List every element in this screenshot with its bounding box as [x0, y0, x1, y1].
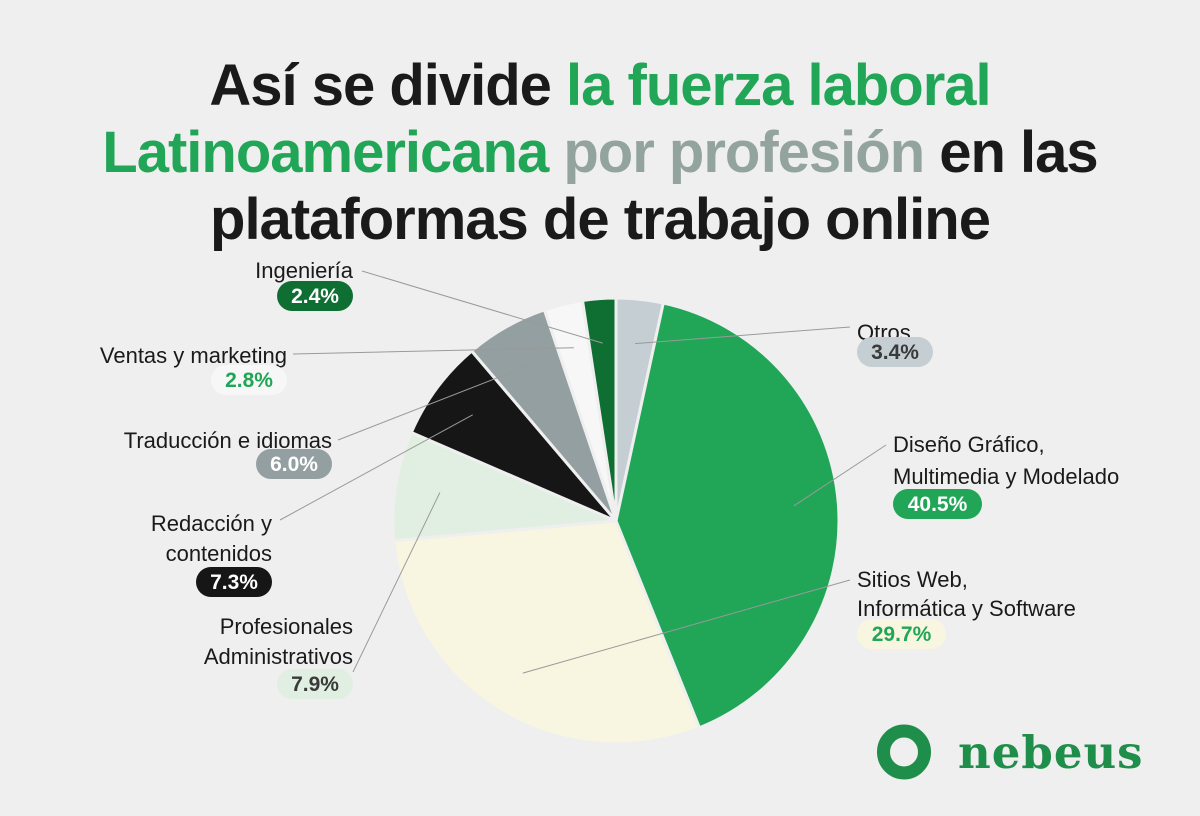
leader-line-sitios-web-informatica-y-software — [522, 579, 851, 674]
leader-line-ventas-y-marketing — [292, 347, 574, 355]
slice-label-profesionales-administrativos: Profesionales Administrativos — [204, 614, 353, 669]
pie-slice-sitios-web-informatica-y-software — [392, 519, 701, 746]
leader-line-otros — [634, 326, 851, 345]
value-badge-ingenieria: 2.4% — [277, 281, 353, 311]
value-badge-sitios-web-informatica-y-software: 29.7% — [857, 619, 946, 649]
value-badge-diseno-grafico-multimedia-y-modelado: 40.5% — [893, 489, 982, 519]
slice-label-redaccion-y-contenidos: Redacción y contenidos — [151, 511, 272, 566]
pie-slice-profesionales-administrativos — [391, 430, 618, 543]
value-badge-otros: 3.4% — [857, 337, 933, 367]
value-label-redaccion-y-contenidos: 7.3% — [210, 571, 258, 594]
slice-label-ingenieria: Ingeniería — [255, 258, 354, 283]
slice-label-ventas-y-marketing: Ventas y marketing — [100, 343, 287, 368]
leader-line-redaccion-y-contenidos — [279, 414, 473, 521]
value-badge-ventas-y-marketing: 2.8% — [211, 365, 287, 395]
nebeus-logo-icon — [877, 724, 931, 780]
value-badge-redaccion-y-contenidos: 7.3% — [196, 567, 272, 597]
pie-slice-redaccion-y-contenidos — [409, 349, 618, 523]
value-label-otros: 3.4% — [871, 341, 919, 364]
slice-label-diseno-grafico-multimedia-y-modelado: Diseño Gráfico, Multimedia y Modelado — [893, 432, 1119, 489]
leader-line-ingenieria — [361, 270, 603, 344]
leader-lines — [279, 270, 887, 674]
slice-label-sitios-web-informatica-y-software: Sitios Web, Informática y Software — [857, 567, 1076, 621]
value-label-ventas-y-marketing: 2.8% — [225, 369, 273, 392]
pie-slice-ingenieria — [581, 296, 618, 523]
value-label-traduccion-e-idiomas: 6.0% — [270, 453, 318, 476]
value-label-profesionales-administrativos: 7.9% — [291, 673, 339, 696]
value-badge-profesionales-administrativos: 7.9% — [277, 669, 353, 699]
leader-line-diseno-grafico-multimedia-y-modelado — [793, 444, 887, 507]
brand-name: nebeus — [958, 725, 1144, 779]
value-badge-traduccion-e-idiomas: 6.0% — [256, 449, 332, 479]
title-part-4: en las plataformas de trabajo online — [210, 120, 1099, 252]
pie-slice-diseno-grafico-multimedia-y-modelado — [614, 301, 841, 730]
chart-title: Así se divide la fuerza laboral Latinoam… — [0, 52, 1200, 253]
pie-slices — [391, 296, 841, 746]
value-label-ingenieria: 2.4% — [291, 285, 339, 308]
nebeus-logo: nebeus — [876, 724, 1144, 780]
value-label-sitios-web-informatica-y-software: 29.7% — [872, 623, 932, 646]
leader-line-profesionales-administrativos — [352, 492, 441, 673]
title-part-1: Así se divide — [209, 53, 567, 118]
value-label-diseno-grafico-multimedia-y-modelado: 40.5% — [908, 493, 968, 516]
title-part-3: por profesión — [548, 120, 925, 185]
title-part-2: la fuerza laboral Latinoamericana — [102, 53, 991, 185]
leader-line-traduccion-e-idiomas — [337, 365, 529, 441]
slice-label-traduccion-e-idiomas: Traducción e idiomas — [124, 428, 332, 453]
